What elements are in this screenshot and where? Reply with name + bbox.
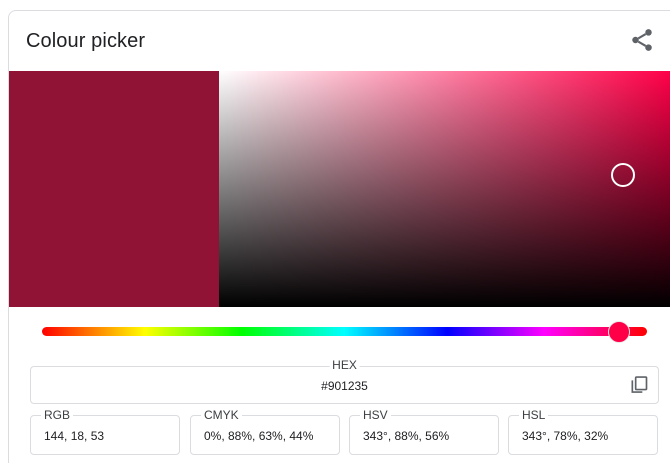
selected-colour-swatch	[9, 71, 219, 307]
rgb-value[interactable]: 144, 18, 53	[44, 429, 105, 443]
card-title: Colour picker	[26, 30, 146, 52]
value-gradient	[219, 71, 670, 307]
hue-slider[interactable]	[42, 327, 647, 336]
card-header: Colour picker	[9, 11, 670, 71]
hsl-value[interactable]: 343°, 78%, 32%	[522, 429, 609, 443]
hex-value[interactable]: #901235	[321, 379, 368, 393]
hsv-field[interactable]: HSV 343°, 88%, 56%	[349, 408, 499, 455]
rgb-label: RGB	[41, 408, 74, 422]
hsv-value[interactable]: 343°, 88%, 56%	[363, 429, 450, 443]
cmyk-value[interactable]: 0%, 88%, 63%, 44%	[204, 429, 314, 443]
hex-label: HEX	[329, 358, 360, 372]
saturation-value-handle[interactable]	[611, 163, 635, 187]
copy-icon[interactable]	[629, 375, 649, 395]
saturation-value-area[interactable]	[219, 71, 670, 307]
hex-field[interactable]: HEX #901235	[30, 358, 659, 404]
hsv-label: HSV	[360, 408, 391, 422]
colour-picker-card: Colour picker HEX #901235 RGB	[8, 10, 670, 463]
hue-slider-handle[interactable]	[608, 321, 630, 343]
hsl-label: HSL	[519, 408, 549, 422]
cmyk-label: CMYK	[201, 408, 242, 422]
cmyk-field[interactable]: CMYK 0%, 88%, 63%, 44%	[190, 408, 340, 455]
share-icon[interactable]	[629, 27, 655, 53]
rgb-field[interactable]: RGB 144, 18, 53	[30, 408, 180, 455]
hsl-field[interactable]: HSL 343°, 78%, 32%	[508, 408, 658, 455]
